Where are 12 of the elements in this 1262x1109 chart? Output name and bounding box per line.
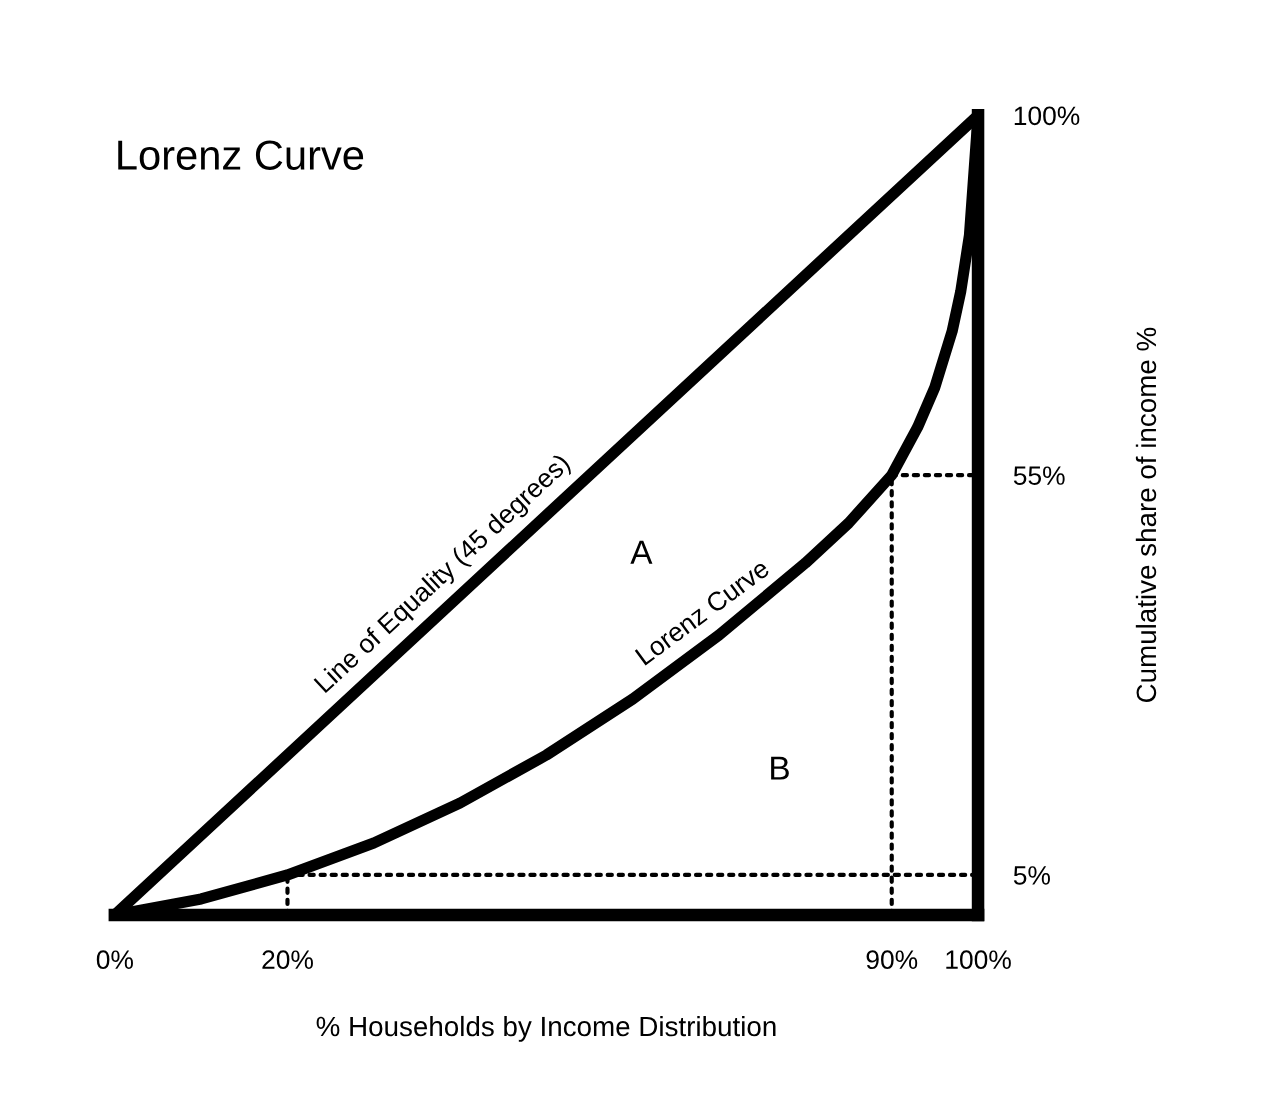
annotation: A	[630, 540, 653, 564]
y-tick-label: 100%	[1014, 106, 1080, 126]
chart-title: Lorenz Curve	[118, 140, 364, 170]
x-tick-label: 20%	[262, 950, 313, 970]
x-tick-label: 90%	[866, 950, 918, 970]
x-tick-label: 0%	[96, 950, 133, 970]
y-tick-label: 55%	[1013, 466, 1065, 485]
x-axis-title: % Households by Income Distribution	[316, 1015, 776, 1042]
annotation: B	[771, 756, 789, 780]
x-tick-label: 100%	[946, 950, 1011, 970]
y-tick-label: 5%	[1013, 866, 1050, 885]
y-axis-title: Cumulative share of income %	[1135, 327, 1157, 703]
